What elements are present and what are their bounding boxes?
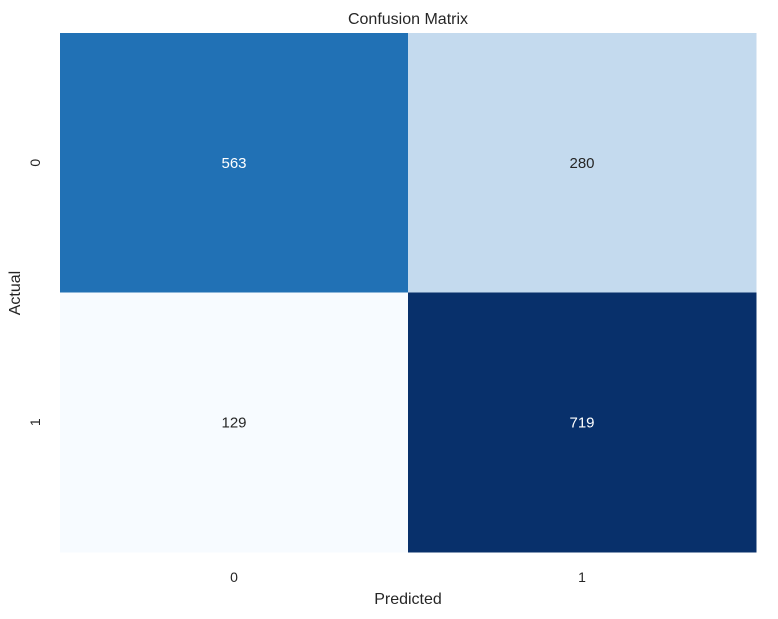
chart-title: Confusion Matrix bbox=[348, 11, 468, 28]
y-axis-ticks: 01 bbox=[27, 159, 43, 427]
x-tick-label-0: 0 bbox=[230, 569, 238, 585]
y-tick-label-0: 0 bbox=[27, 159, 43, 167]
cell-value-1-1: 719 bbox=[569, 414, 594, 431]
cell-value-0-1: 280 bbox=[569, 155, 594, 172]
heatmap-cell-labels: 563 280 129 719 bbox=[221, 155, 594, 432]
heatmap-cells bbox=[60, 33, 757, 553]
cell-value-1-0: 129 bbox=[221, 414, 246, 431]
y-axis-label: Actual bbox=[7, 271, 24, 315]
x-axis-label: Predicted bbox=[374, 591, 442, 608]
heatmap-cell-1-1 bbox=[408, 292, 757, 553]
heatmap-cell-0-0 bbox=[60, 33, 409, 293]
cell-value-0-0: 563 bbox=[221, 155, 246, 172]
heatmap-cell-1-0 bbox=[60, 292, 409, 553]
heatmap-cell-0-1 bbox=[408, 33, 757, 293]
y-tick-label-1: 1 bbox=[27, 418, 43, 426]
x-tick-label-1: 1 bbox=[578, 569, 586, 585]
